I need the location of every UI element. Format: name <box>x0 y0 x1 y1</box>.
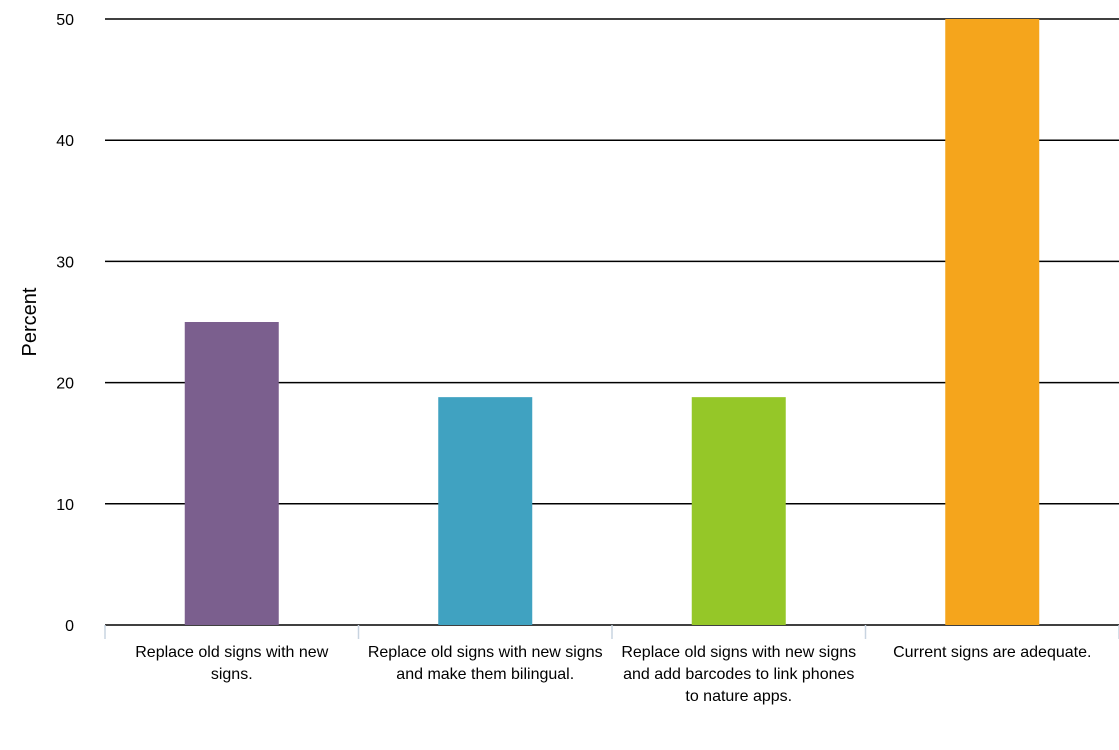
bar <box>691 397 786 625</box>
x-tick-label: Replace old signs with new signs. <box>135 644 329 683</box>
bar <box>184 322 279 625</box>
y-tick-label: 0 <box>65 618 74 635</box>
y-axis-ticks: 0 10 20 30 40 50 <box>56 12 74 635</box>
y-tick-label: 40 <box>56 133 74 150</box>
x-tick-label: Current signs are adequate. <box>893 644 1092 661</box>
x-tick-label: Replace old signs with new signs and mak… <box>367 644 603 683</box>
x-tick-label: Replace old signs with new signs and add… <box>621 644 857 705</box>
bar <box>438 397 533 625</box>
y-tick-label: 20 <box>56 376 74 393</box>
y-tick-label: 10 <box>56 497 74 514</box>
y-tick-label: 30 <box>56 254 74 271</box>
bar <box>945 19 1040 625</box>
x-axis-ticks <box>104 625 1119 639</box>
y-tick-label: 50 <box>56 12 74 29</box>
y-axis-label: Percent <box>19 287 41 356</box>
bars <box>184 19 1040 625</box>
